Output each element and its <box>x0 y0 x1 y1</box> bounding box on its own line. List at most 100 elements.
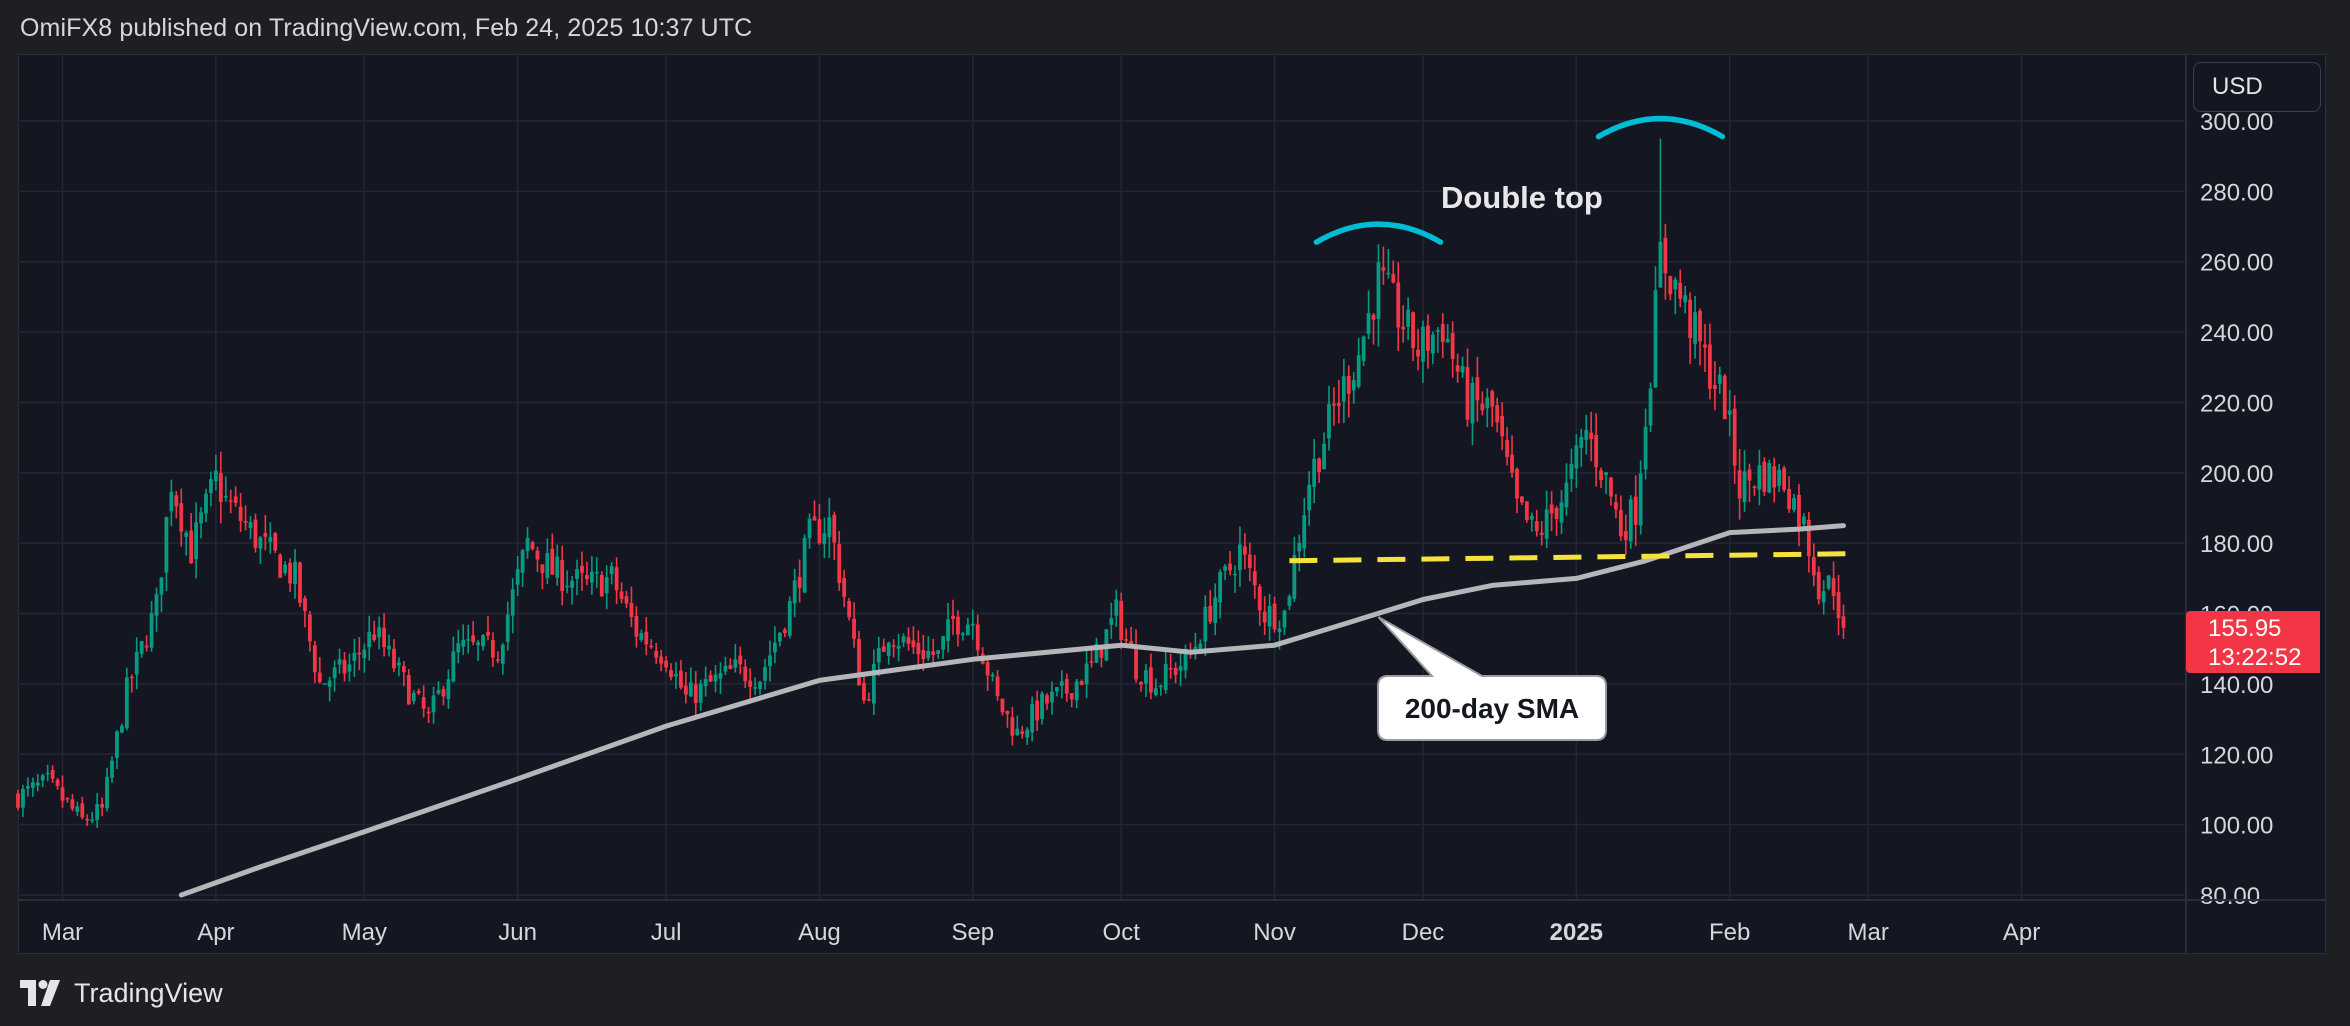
candle-body <box>1821 591 1826 603</box>
candle-body <box>436 690 441 694</box>
candlesticks <box>16 138 1846 828</box>
candle-body <box>1693 312 1697 344</box>
candle <box>594 557 599 588</box>
candle <box>1351 371 1356 404</box>
candle-body <box>1158 685 1163 688</box>
candle-body <box>1411 312 1415 348</box>
candle-body <box>748 680 753 687</box>
candle <box>585 561 589 586</box>
candle-body <box>411 692 416 702</box>
candle <box>456 629 461 664</box>
candle <box>575 559 579 596</box>
candle <box>812 500 817 521</box>
candle-body <box>1020 731 1025 734</box>
candle-body <box>21 788 25 808</box>
candle-body <box>1717 374 1722 384</box>
candle-body <box>1811 556 1816 576</box>
candle <box>486 615 490 641</box>
candle-body <box>1708 344 1712 389</box>
candle-body <box>575 569 579 579</box>
candle-body <box>990 674 995 677</box>
candle <box>683 672 688 704</box>
candle <box>1332 387 1336 426</box>
candle-body <box>1688 299 1693 339</box>
support-line <box>1289 551 1849 564</box>
candle <box>1747 463 1752 503</box>
candle-body <box>119 725 124 733</box>
candle <box>218 451 223 524</box>
candle-body <box>55 779 60 786</box>
candle <box>1787 476 1791 513</box>
y-tick-label: 140.00 <box>2200 672 2273 699</box>
candle <box>1722 373 1727 420</box>
candle-body <box>1569 463 1574 479</box>
candle-body <box>406 675 411 705</box>
candle-body <box>970 623 975 626</box>
candle <box>990 672 995 682</box>
candle <box>674 661 678 689</box>
candle-body <box>1589 432 1594 440</box>
candle <box>1797 483 1801 547</box>
candle-body <box>768 655 772 666</box>
candle-body <box>1322 443 1326 470</box>
candle <box>1559 490 1564 535</box>
candle <box>1361 335 1366 366</box>
candle <box>679 660 683 690</box>
candle-body <box>1015 728 1020 736</box>
x-tick-label: Apr <box>197 919 234 946</box>
candle <box>337 648 342 674</box>
candle-body <box>906 637 911 644</box>
candle-body <box>481 635 485 647</box>
chart-panel[interactable] <box>18 54 2326 954</box>
candle <box>1223 564 1227 581</box>
candle-body <box>1218 571 1223 603</box>
candle <box>312 640 317 683</box>
candle <box>515 555 520 596</box>
candle <box>802 534 807 594</box>
candle-body <box>1430 334 1435 354</box>
candle <box>80 796 85 820</box>
candle <box>213 454 218 491</box>
sma-callout-bubble <box>1377 616 1607 741</box>
candle-body <box>867 699 871 701</box>
candle <box>372 620 377 642</box>
candle-body <box>238 506 243 522</box>
candle-body <box>139 641 144 654</box>
double-top-arc <box>1313 221 1444 245</box>
candle-body <box>362 649 367 658</box>
candle-body <box>1505 440 1509 457</box>
candle <box>599 571 604 597</box>
candle-body <box>911 640 916 648</box>
candle <box>718 662 723 694</box>
candle-body <box>70 799 75 809</box>
candle <box>16 789 20 811</box>
candle-body <box>1287 596 1292 606</box>
candle-body <box>372 634 377 641</box>
tradingview-logo[interactable]: TradingView <box>20 976 223 1010</box>
candle-body <box>60 787 65 801</box>
currency-button[interactable]: USD <box>2193 62 2321 112</box>
candle-body <box>144 645 149 648</box>
candle <box>1114 589 1119 627</box>
candle <box>317 657 322 684</box>
candle-body <box>1000 698 1005 713</box>
candle-body <box>773 642 777 653</box>
candle-body <box>1064 679 1069 694</box>
candle-body <box>223 495 228 498</box>
candle-body <box>881 646 886 652</box>
bar-countdown: 13:22:52 <box>2208 644 2302 671</box>
candle <box>1623 514 1628 555</box>
candle <box>867 692 871 702</box>
y-tick-label: 200.00 <box>2200 461 2273 488</box>
y-tick-label: 180.00 <box>2200 531 2273 558</box>
candle <box>1614 493 1618 519</box>
candle <box>387 634 391 657</box>
candle-body <box>1668 276 1673 295</box>
candle <box>773 626 777 664</box>
candle <box>35 773 40 792</box>
candle <box>367 615 372 661</box>
candle <box>1030 696 1035 742</box>
candle-body <box>1544 509 1549 539</box>
candle <box>946 602 950 653</box>
